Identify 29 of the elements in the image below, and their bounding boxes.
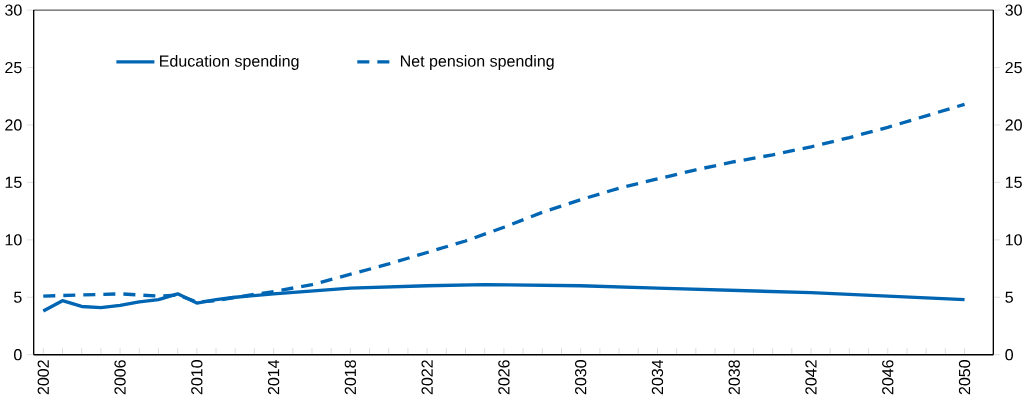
x-tick-label: 2042 xyxy=(805,360,817,395)
y-tick-label: 20 xyxy=(5,119,22,131)
y-tick-label: 15 xyxy=(5,177,22,189)
legend-label: Education spending xyxy=(160,55,299,71)
x-tick-label: 2018 xyxy=(344,360,357,395)
y2-tick-label: 10 xyxy=(1005,234,1022,246)
y-tick-label: 30 xyxy=(5,4,22,17)
x-tick-label: 2006 xyxy=(114,360,126,395)
y-tick-label: 5 xyxy=(14,291,22,304)
y2-tick-label: 30 xyxy=(1005,4,1022,17)
legend-label: Net pension spending xyxy=(400,55,554,71)
y2-tick-label: 20 xyxy=(1005,119,1022,131)
x-tick-label: 2002 xyxy=(37,360,49,395)
y2-tick-label: 0 xyxy=(1005,349,1014,361)
y-tick-label: 25 xyxy=(5,62,22,74)
x-tick-label: 2022 xyxy=(421,360,433,395)
y2-tick-label: 25 xyxy=(1005,62,1022,74)
x-tick-label: 2046 xyxy=(882,360,894,395)
x-tick-label: 2050 xyxy=(958,360,971,395)
x-tick-label: 2026 xyxy=(498,360,510,395)
y-tick-label: 0 xyxy=(14,349,22,361)
x-tick-label: 2030 xyxy=(575,360,587,395)
x-tick-label: 2038 xyxy=(728,360,740,395)
x-tick-label: 2014 xyxy=(267,360,280,395)
y2-tick-label: 15 xyxy=(1005,177,1022,189)
x-tick-label: 2010 xyxy=(191,360,203,395)
x-tick-label: 2034 xyxy=(651,360,664,395)
y-tick-label: 10 xyxy=(5,234,22,246)
y2-tick-label: 5 xyxy=(1005,291,1013,304)
